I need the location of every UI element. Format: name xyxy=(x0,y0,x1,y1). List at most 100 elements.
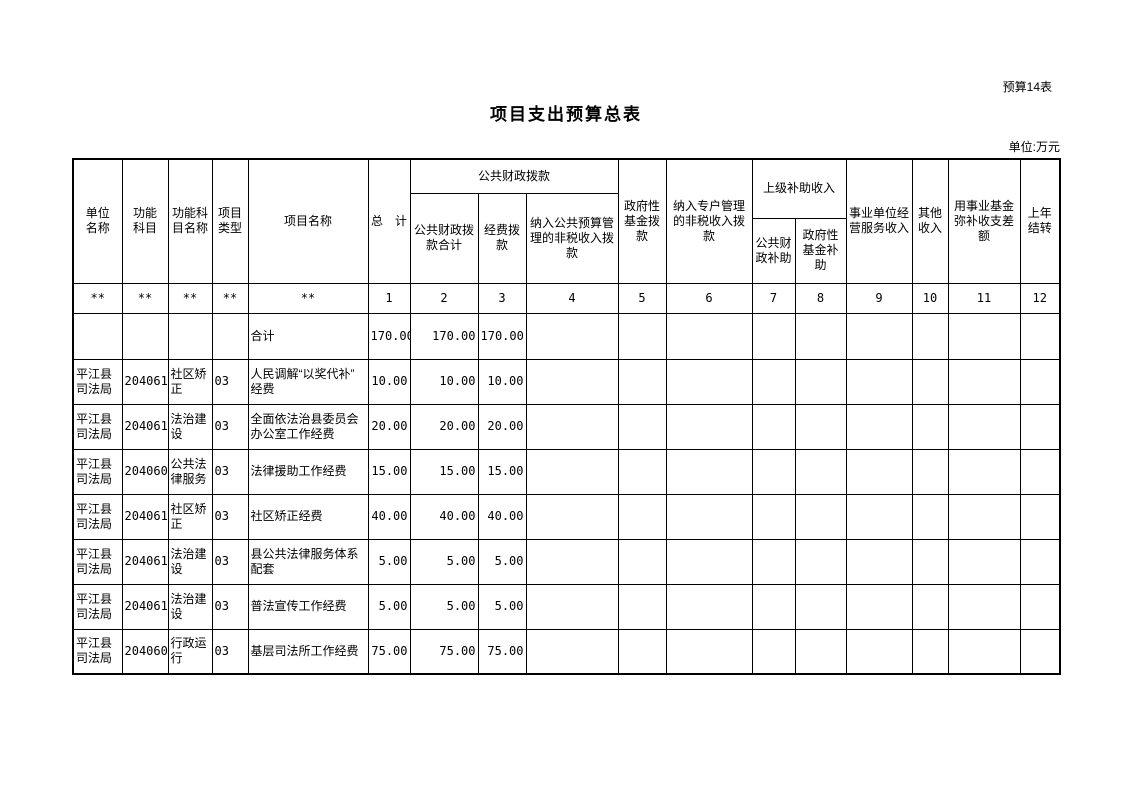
index-cell: 5 xyxy=(617,282,667,314)
header-other-income: 其他 收入 xyxy=(911,158,949,284)
cell-empty xyxy=(617,358,667,405)
cell-pf-fund: 5.00 xyxy=(477,583,527,630)
cell-empty xyxy=(1019,358,1061,405)
cell-proj-name: 社区矫正经费 xyxy=(247,493,369,540)
header-pf-total: 公共财政拨 款合计 xyxy=(409,192,479,284)
index-cell: 12 xyxy=(1019,282,1061,314)
cell-grand-total: 5.00 xyxy=(367,583,411,630)
cell-proj-name: 全面依法治县委员会 办公室工作经费 xyxy=(247,403,369,450)
index-cell: 6 xyxy=(665,282,753,314)
unit-note: 单位:万元 xyxy=(1008,140,1060,154)
cell-empty xyxy=(947,312,1021,360)
cell-func-name: 公共法 律服务 xyxy=(167,448,213,495)
cell-empty xyxy=(911,538,949,585)
cell-empty xyxy=(167,312,213,360)
cell-empty xyxy=(911,448,949,495)
cell-empty xyxy=(665,493,753,540)
cell-pf-total: 20.00 xyxy=(409,403,479,450)
cell-empty xyxy=(845,583,913,630)
cell-empty xyxy=(845,628,913,675)
table-row: 平江县 司法局 2040610 社区矫 正 03 社区矫正经费 40.00 40… xyxy=(72,493,1061,540)
cell-pf-total: 10.00 xyxy=(409,358,479,405)
cell-proj-type: 03 xyxy=(211,628,249,675)
header-superior-pf-subsidy: 公共财 政补助 xyxy=(751,217,796,284)
cell-grand-total: 40.00 xyxy=(367,493,411,540)
cell-empty xyxy=(617,403,667,450)
cell-func-code: 2040612 xyxy=(121,403,169,450)
cell-func-code: 2040610 xyxy=(121,493,169,540)
index-cell: ** xyxy=(121,282,169,314)
cell-proj-type: 03 xyxy=(211,448,249,495)
index-cell: 10 xyxy=(911,282,949,314)
cell-func-name: 法治建 设 xyxy=(167,403,213,450)
header-group-public-finance: 公共财政拨款 xyxy=(409,158,619,194)
cell-empty xyxy=(525,583,619,630)
cell-empty xyxy=(845,493,913,540)
budget-table: 单位 名称 功能 科目 功能科 目名称 项目 类型 项目名称 总 计 公共财政拨… xyxy=(72,158,1062,675)
cell-empty xyxy=(525,403,619,450)
cell-empty xyxy=(751,448,796,495)
cell-proj-type: 03 xyxy=(211,538,249,585)
cell-empty xyxy=(525,448,619,495)
cell-empty xyxy=(665,538,753,585)
cell-total-label: 合计 xyxy=(247,312,369,360)
header-pf-nontax: 纳入公共预算管 理的非税收入拨 款 xyxy=(525,192,619,284)
cell-empty xyxy=(911,628,949,675)
cell-empty xyxy=(665,583,753,630)
cell-empty xyxy=(751,493,796,540)
cell-grand-total: 15.00 xyxy=(367,448,411,495)
index-cell: 11 xyxy=(947,282,1021,314)
cell-empty xyxy=(525,628,619,675)
cell-func-code: 2040612 xyxy=(121,538,169,585)
cell-empty xyxy=(947,583,1021,630)
header-superior-gov-fund-subsidy: 政府性 基金补 助 xyxy=(794,217,847,284)
table-row: 平江县 司法局 2040601 行政运 行 03 基层司法所工作经费 75.00… xyxy=(72,628,1061,675)
cell-unit-name: 平江县 司法局 xyxy=(72,538,123,585)
cell-grand-total: 20.00 xyxy=(367,403,411,450)
header-proj-name: 项目名称 xyxy=(247,158,369,284)
cell-empty xyxy=(947,403,1021,450)
table-row: 平江县 司法局 2040612 法治建 设 03 普法宣传工作经费 5.00 5… xyxy=(72,583,1061,630)
cell-func-code: 2040612 xyxy=(121,583,169,630)
cell-empty xyxy=(72,312,123,360)
page-title: 项目支出预算总表 xyxy=(490,105,642,124)
cell-pf-total: 5.00 xyxy=(409,538,479,585)
cell-empty xyxy=(1019,628,1061,675)
cell-empty xyxy=(1019,312,1061,360)
header-pf-fund: 经费拨 款 xyxy=(477,192,527,284)
table-row: 平江县 司法局 2040612 法治建 设 03 全面依法治县委员会 办公室工作… xyxy=(72,403,1061,450)
header-grand-total: 总 计 xyxy=(367,158,411,284)
cell-empty xyxy=(525,358,619,405)
cell-empty xyxy=(947,358,1021,405)
cell-unit-name: 平江县 司法局 xyxy=(72,493,123,540)
cell-empty xyxy=(1019,448,1061,495)
cell-proj-name: 人民调解“以奖代补” 经费 xyxy=(247,358,369,405)
cell-empty xyxy=(911,312,949,360)
cell-grand-total: 10.00 xyxy=(367,358,411,405)
header-carryover: 上年 结转 xyxy=(1019,158,1061,284)
cell-empty xyxy=(1019,403,1061,450)
cell-proj-name: 普法宣传工作经费 xyxy=(247,583,369,630)
index-cell: ** xyxy=(167,282,213,314)
cell-empty xyxy=(911,358,949,405)
cell-grand-total: 5.00 xyxy=(367,538,411,585)
cell-func-name: 法治建 设 xyxy=(167,583,213,630)
cell-empty xyxy=(525,312,619,360)
header-biz-income: 事业单位经 营服务收入 xyxy=(845,158,913,284)
table-body: ** ** ** ** ** 1 2 3 4 5 6 7 8 9 10 11 1… xyxy=(72,282,1061,675)
cell-unit-name: 平江县 司法局 xyxy=(72,583,123,630)
cell-pf-fund: 170.00 xyxy=(477,312,527,360)
cell-empty xyxy=(947,628,1021,675)
cell-unit-name: 平江县 司法局 xyxy=(72,403,123,450)
cell-empty xyxy=(751,312,796,360)
cell-unit-name: 平江县 司法局 xyxy=(72,358,123,405)
table-header: 单位 名称 功能 科目 功能科 目名称 项目 类型 项目名称 总 计 公共财政拨… xyxy=(72,158,1061,284)
cell-empty xyxy=(845,538,913,585)
cell-empty xyxy=(794,538,847,585)
cell-pf-total: 75.00 xyxy=(409,628,479,675)
cell-empty xyxy=(845,448,913,495)
cell-empty xyxy=(665,312,753,360)
index-cell: 2 xyxy=(409,282,479,314)
cell-empty xyxy=(121,312,169,360)
